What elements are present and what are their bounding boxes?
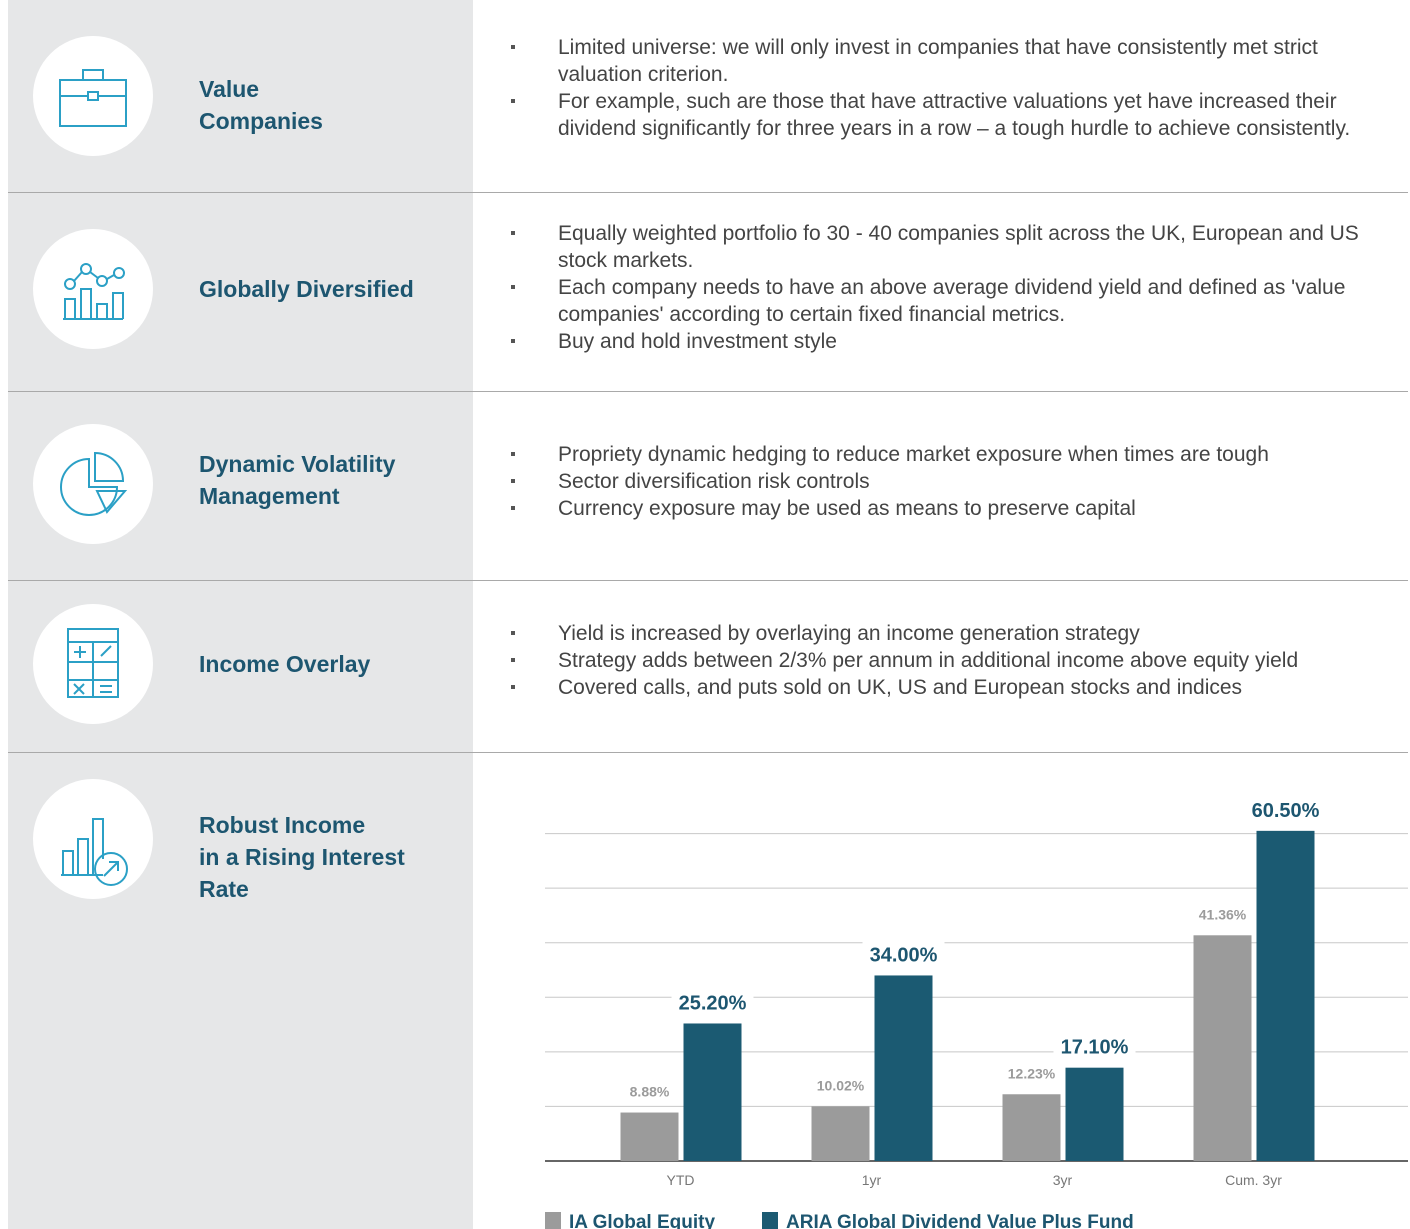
bar	[1002, 1094, 1061, 1161]
x-tick-label: 1yr	[862, 1172, 882, 1188]
bullet: Yield is increased by overlaying an inco…	[511, 620, 1398, 647]
bullet: Propriety dynamic hedging to reduce mark…	[511, 441, 1398, 468]
x-tick-label: Cum. 3yr	[1225, 1172, 1282, 1188]
value-label: 25.20%	[679, 992, 747, 1014]
label-bg	[671, 989, 754, 1016]
title-line: Rate	[199, 876, 249, 902]
legend-swatch	[545, 1212, 561, 1229]
title-line: Dynamic Volatility	[199, 451, 396, 477]
value-label: 8.88%	[630, 1084, 670, 1100]
icon-growth	[33, 229, 153, 349]
value-label: 10.02%	[817, 1077, 865, 1093]
bar	[1193, 935, 1252, 1161]
bar	[811, 1106, 870, 1161]
value-label: 17.10%	[1061, 1037, 1129, 1059]
bullet: Limited universe: we will only invest in…	[511, 34, 1398, 88]
title-line: in a Rising Interest	[199, 844, 405, 870]
title-line: Companies	[199, 108, 323, 134]
title-line: Globally Diversified	[199, 276, 414, 302]
value-label: 60.50%	[1252, 800, 1320, 822]
bar	[620, 1112, 679, 1161]
value-label: 41.36%	[1199, 906, 1247, 922]
separator	[8, 752, 1408, 753]
bar	[1065, 1067, 1124, 1161]
row-title: Globally Diversified	[199, 273, 414, 305]
bar	[1256, 830, 1315, 1161]
legend-label: IA Global Equity	[569, 1212, 715, 1229]
separator	[8, 192, 1408, 193]
bullet: Each company needs to have an above aver…	[511, 274, 1398, 328]
bullet-list: Yield is increased by overlaying an inco…	[511, 620, 1398, 701]
bullet: Buy and hold investment style	[511, 328, 1398, 355]
bullet: Strategy adds between 2/3% per annum in …	[511, 647, 1398, 674]
label-bg	[1244, 796, 1327, 823]
bar	[874, 975, 933, 1161]
label-bg	[862, 941, 945, 968]
row-title: Dynamic Volatility Management	[199, 448, 395, 512]
legend-label: ARIA Global Dividend Value Plus Fund	[786, 1212, 1134, 1229]
title-line: Value	[199, 76, 260, 102]
icon-chart-arrow	[33, 779, 153, 899]
bullet-list: Limited universe: we will only invest in…	[511, 34, 1398, 142]
legend-swatch	[762, 1212, 778, 1229]
title-line: Management	[199, 483, 340, 509]
row-title: Income Overlay	[199, 648, 370, 680]
x-tick-label: YTD	[667, 1172, 695, 1188]
bullet: Sector diversification risk controls	[511, 468, 1398, 495]
icon-calculator	[33, 604, 153, 724]
row-title: Value Companies	[199, 73, 323, 137]
separator	[8, 580, 1408, 581]
label-bg	[1053, 1033, 1136, 1060]
value-label: 12.23%	[1008, 1065, 1056, 1081]
bullet: Equally weighted portfolio fo 30 - 40 co…	[511, 220, 1398, 274]
icon-pie	[33, 424, 153, 544]
bar	[683, 1023, 742, 1161]
row-title: Robust Income in a Rising Interest Rate	[199, 809, 405, 905]
bullet: Currency exposure may be used as means t…	[511, 495, 1398, 522]
bullet: For example, such are those that have at…	[511, 88, 1398, 142]
x-tick-label: 3yr	[1053, 1172, 1073, 1188]
bullet-list: Equally weighted portfolio fo 30 - 40 co…	[511, 220, 1398, 355]
icon-briefcase	[33, 36, 153, 156]
bullet: Covered calls, and puts sold on UK, US a…	[511, 674, 1398, 701]
title-line: Robust Income	[199, 812, 366, 838]
separator	[8, 391, 1408, 392]
title-line: Income Overlay	[199, 651, 371, 677]
value-label: 34.00%	[870, 944, 938, 966]
bullet-list: Propriety dynamic hedging to reduce mark…	[511, 441, 1398, 522]
